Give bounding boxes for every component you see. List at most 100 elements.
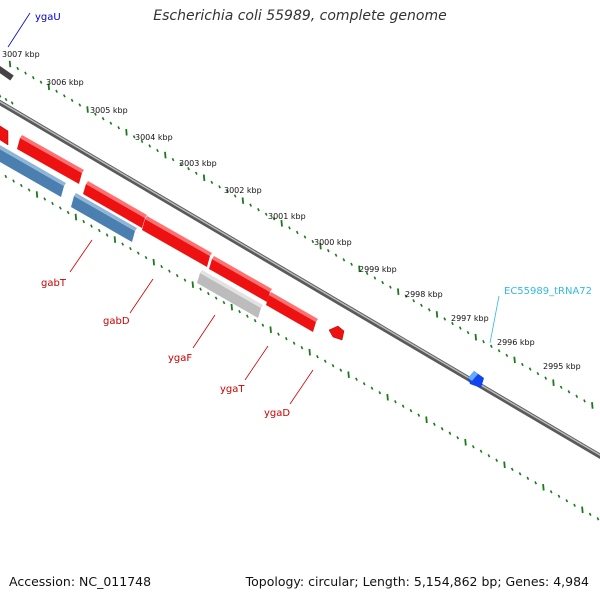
- gene-label-lines: [7, 12, 500, 405]
- gene-ygaU-fragment[interactable]: [0, 122, 9, 146]
- ring-dot: [381, 280, 385, 285]
- kbp-label-3006: 3006 kbp: [46, 78, 84, 87]
- ring-dot: [249, 203, 253, 207]
- kbp-label-3004: 3004 kbp: [135, 133, 173, 142]
- topology-text: Topology: circular; Length: 5,154,862 bp…: [245, 574, 589, 589]
- gene-red-top-left[interactable]: [17, 135, 84, 184]
- ring-tick: [230, 303, 233, 311]
- ring-dot: [466, 330, 470, 335]
- ring-tick: [464, 438, 467, 446]
- ring-dot: [183, 278, 187, 282]
- kbp-label-3002: 3002 kbp: [224, 186, 262, 195]
- gene-reverse-2[interactable]: [71, 193, 137, 242]
- ring-dot: [156, 148, 159, 153]
- kbp-label-3003: 3003 kbp: [179, 159, 217, 168]
- ring-dot: [43, 197, 47, 201]
- ring-dot: [179, 162, 183, 166]
- ring-dot: [19, 183, 23, 188]
- ring-tick: [47, 83, 50, 91]
- ring-dot: [334, 253, 338, 257]
- gene-pseudo[interactable]: [197, 270, 263, 318]
- ring-dot: [510, 467, 514, 471]
- ring-dot: [82, 219, 86, 224]
- ring-dot: [214, 296, 218, 300]
- ring-dot: [567, 390, 571, 394]
- ring-dot: [121, 242, 125, 246]
- ring-dot: [245, 314, 249, 318]
- ring-tick: [269, 326, 272, 333]
- ring-dot: [253, 318, 257, 323]
- genome-backbone: [0, 65, 600, 460]
- ring-dot: [458, 326, 462, 330]
- gene-gabT[interactable]: [83, 181, 147, 228]
- ring-dot: [583, 399, 586, 403]
- ring-dot: [365, 271, 369, 276]
- ring-dot: [12, 179, 15, 183]
- ring-dot: [264, 212, 268, 216]
- ring-dot: [210, 180, 214, 185]
- ring-dot: [284, 336, 288, 341]
- gene-label-ygaF: ygaF: [168, 353, 192, 364]
- ring-dot: [136, 251, 140, 255]
- gene-label-ygaD: ygaD: [264, 408, 290, 419]
- map-title: Escherichia coli 55989, complete genome: [153, 8, 447, 24]
- ring-dot: [549, 490, 553, 494]
- ring-dot: [58, 206, 62, 210]
- ring-dot: [257, 208, 260, 212]
- ring-dot: [70, 98, 74, 103]
- ring-dot: [456, 436, 460, 440]
- ring-dot: [526, 476, 530, 480]
- ring-dot: [409, 409, 413, 413]
- gene-EC55989-tRNA72[interactable]: [468, 371, 484, 388]
- ring-dot: [288, 226, 291, 230]
- ring-dot: [51, 201, 54, 206]
- ring-dot: [536, 371, 540, 376]
- ring-dot: [218, 185, 221, 189]
- ring-dot: [226, 189, 229, 194]
- gene-reverse-1[interactable]: [0, 144, 66, 197]
- ring-dot: [66, 210, 70, 215]
- ring-dot: [495, 458, 499, 462]
- ring-dot: [389, 285, 392, 289]
- ring-dot: [175, 273, 179, 278]
- ring-tick: [125, 129, 128, 136]
- kbp-label-3007: 3007 kbp: [2, 50, 40, 59]
- ring-dot: [238, 309, 241, 314]
- ring-dot: [559, 385, 563, 389]
- ring-dot: [199, 287, 202, 291]
- gene-label-ygaT: ygaT: [220, 384, 245, 395]
- gene-gabD[interactable]: [142, 216, 212, 267]
- ring-dot: [24, 71, 27, 75]
- ring-dot: [373, 276, 377, 280]
- ring-dot: [417, 413, 421, 417]
- ring-tick: [35, 191, 39, 198]
- ring-tick: [308, 348, 311, 356]
- ring-dot: [194, 171, 198, 175]
- ring-dot: [222, 300, 226, 305]
- ring-dot: [300, 345, 304, 350]
- ring-dot: [487, 454, 491, 458]
- ring-dot: [277, 332, 280, 336]
- ring-dot: [557, 494, 561, 498]
- ring-tick: [425, 416, 428, 424]
- ring-dot: [448, 431, 452, 435]
- ring-dot: [394, 400, 397, 404]
- ring-tick: [358, 265, 361, 273]
- gene-ygaD[interactable]: [328, 325, 345, 341]
- ring-dot: [168, 269, 171, 273]
- ring-dot: [144, 255, 148, 260]
- ring-tick: [474, 333, 477, 341]
- gene-ygaT[interactable]: [266, 292, 318, 332]
- ring-tick: [280, 220, 283, 227]
- ring-tick: [319, 242, 322, 250]
- ring-dot: [342, 258, 346, 262]
- ring-dot: [0, 94, 2, 98]
- kbp-label-3005: 3005 kbp: [90, 106, 128, 115]
- ring-dot: [261, 323, 265, 327]
- ring-dot: [160, 264, 164, 269]
- ring-tick: [591, 402, 594, 409]
- inner-position-ring: [4, 174, 600, 521]
- gene-ygaF[interactable]: [209, 256, 272, 302]
- ring-tick: [152, 258, 155, 266]
